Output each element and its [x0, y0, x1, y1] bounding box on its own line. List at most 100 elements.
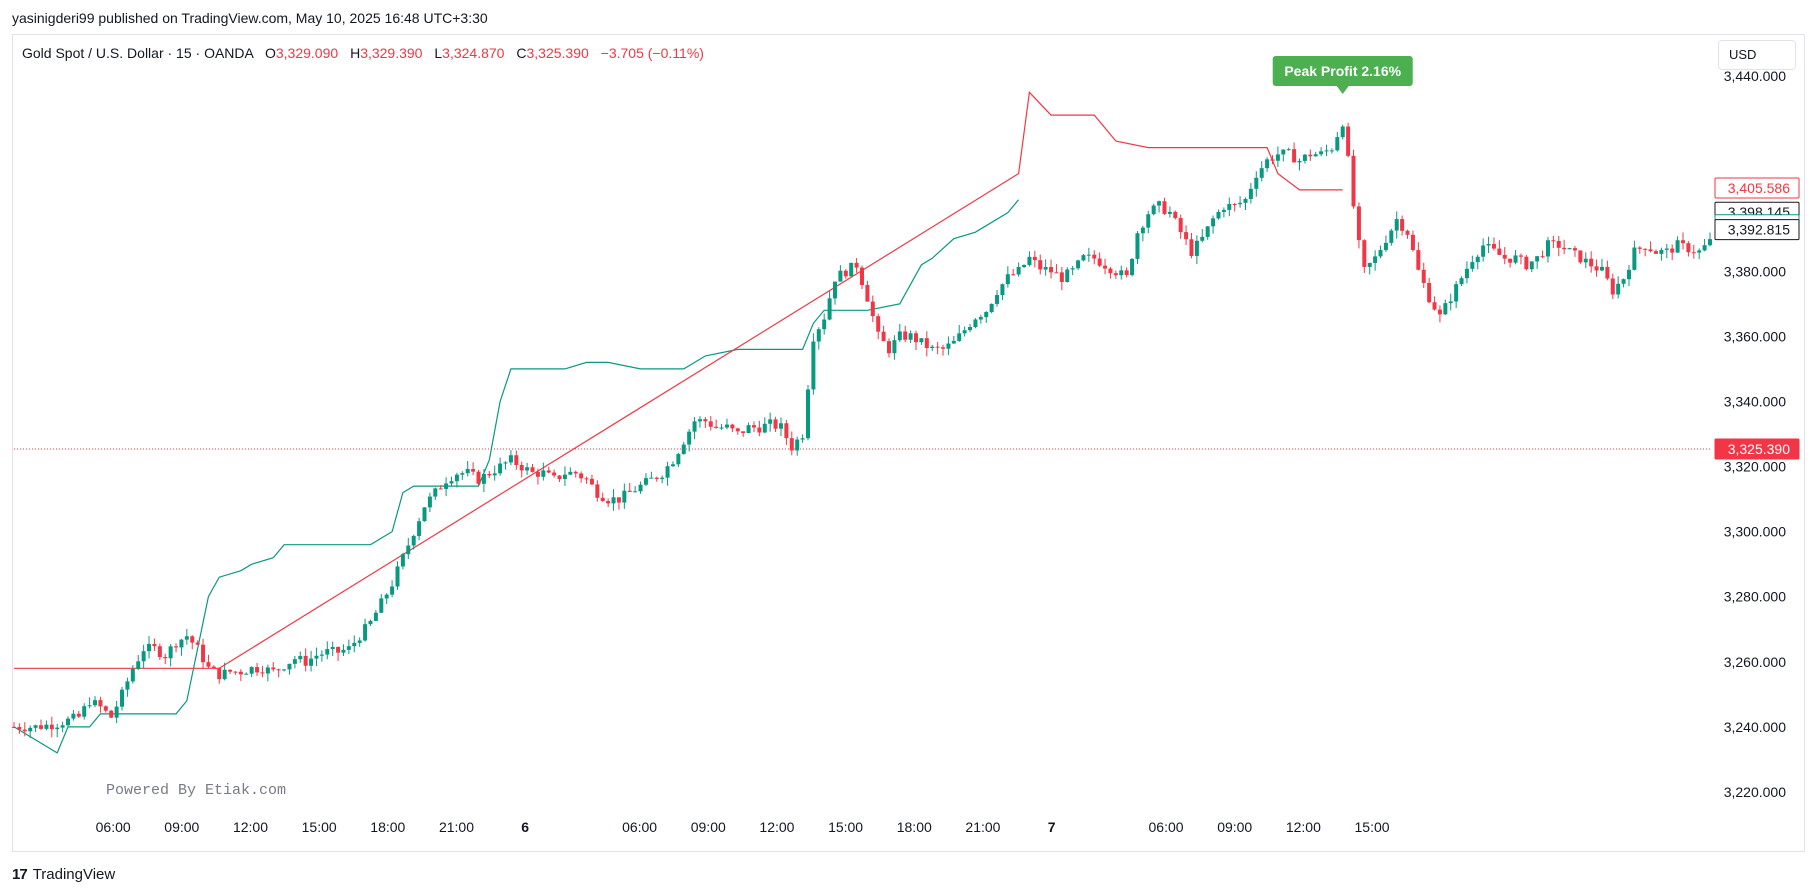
- candle-body: [989, 303, 994, 312]
- candle-body: [114, 706, 119, 718]
- candle-body: [471, 469, 476, 472]
- candle-body: [1416, 250, 1421, 270]
- candle-body: [1497, 248, 1502, 255]
- candle-body: [670, 464, 675, 467]
- candle-body: [1335, 137, 1340, 151]
- candle-body: [1022, 264, 1027, 268]
- candle-body: [1232, 204, 1237, 206]
- candle-body: [1540, 256, 1545, 258]
- candle-body: [1524, 256, 1529, 270]
- tradingview-logo-icon[interactable]: 17: [12, 866, 28, 883]
- candle-body: [1508, 258, 1513, 263]
- candle-body: [130, 668, 135, 682]
- candle-body: [1081, 255, 1086, 261]
- candle-body: [930, 346, 935, 349]
- candle-body: [1265, 159, 1270, 169]
- candle-body: [735, 428, 740, 432]
- candle-body: [1308, 154, 1313, 157]
- candle-body: [136, 661, 141, 669]
- candle-body: [109, 710, 114, 718]
- candle-body: [519, 465, 524, 471]
- candle-body: [22, 729, 27, 732]
- candle-body: [1481, 245, 1486, 257]
- x-tick-label: 18:00: [897, 819, 932, 835]
- candle-body: [703, 419, 708, 422]
- candle-body: [822, 319, 827, 330]
- candle-body: [757, 427, 762, 433]
- candle-body: [1302, 154, 1307, 161]
- candle-body: [1119, 270, 1124, 276]
- candle-body: [1400, 219, 1405, 231]
- candle-body: [1113, 273, 1118, 276]
- candle-body: [1626, 269, 1631, 280]
- candle-body: [881, 331, 886, 342]
- price-axis[interactable]: 3,220.000 3,240.000 3,260.000 3,280.000 3,30…: [1724, 68, 1786, 800]
- candle-body: [595, 484, 600, 498]
- candle-body: [1270, 159, 1275, 161]
- candle-body: [1394, 219, 1399, 231]
- candle-body: [805, 389, 810, 439]
- symbol-name[interactable]: Gold Spot / U.S. Dollar · 15 · OANDA: [22, 45, 254, 61]
- price-label: 3,405.586: [1728, 180, 1790, 196]
- candle-body: [1140, 227, 1145, 234]
- time-axis[interactable]: 06:00 09:00 12:00 15:00 18:00 21:00 6 06:00 09:0…: [96, 819, 1390, 835]
- candle-body: [1556, 240, 1561, 248]
- chart-frame[interactable]: [12, 34, 1805, 852]
- y-tick-label: 3,240.000: [1724, 719, 1786, 735]
- x-tick-label: 15:00: [302, 819, 337, 835]
- candle-body: [1583, 258, 1588, 263]
- candle-body: [546, 470, 551, 473]
- candle-body: [649, 477, 654, 479]
- candle-body: [1427, 282, 1432, 303]
- candle-body: [768, 419, 773, 424]
- candle-body: [249, 667, 254, 674]
- candle-body: [406, 545, 411, 555]
- price-label: 3,325.390: [1728, 441, 1790, 457]
- candle-body: [195, 642, 200, 645]
- candle-body: [1292, 149, 1297, 163]
- candle-body: [1086, 254, 1091, 256]
- candle-body: [125, 681, 130, 690]
- candle-body: [444, 483, 449, 489]
- candle-body: [1049, 267, 1054, 273]
- peak-label-pointer: [1336, 86, 1349, 95]
- candle-body: [746, 425, 751, 433]
- candle-body: [201, 644, 206, 663]
- candle-body: [217, 668, 222, 680]
- candle-body: [1038, 260, 1043, 270]
- candle-body: [789, 438, 794, 451]
- candle-body: [681, 444, 686, 454]
- candle-body: [503, 462, 508, 464]
- tradingview-brand[interactable]: TradingView: [32, 866, 116, 883]
- watermark-text: Powered By Etiak.com: [106, 782, 286, 799]
- candle-body: [616, 497, 621, 503]
- candle-body: [298, 655, 303, 660]
- candle-body: [1664, 248, 1669, 250]
- candle-body: [1254, 177, 1259, 189]
- candle-body: [962, 330, 967, 334]
- candle-body: [87, 705, 92, 707]
- x-tick-label: 15:00: [828, 819, 863, 835]
- candle-body: [411, 535, 416, 546]
- candle-body: [1448, 301, 1453, 304]
- candle-body: [525, 467, 530, 471]
- candle-body: [373, 612, 378, 621]
- currency-button[interactable]: USD: [1718, 40, 1796, 70]
- resistance-line: [14, 90, 1343, 669]
- price-label-box: [1714, 219, 1800, 241]
- candle-body: [1097, 258, 1102, 266]
- x-tick-label: 7: [1048, 819, 1056, 835]
- candle-body: [897, 331, 902, 341]
- candle-body: [697, 419, 702, 422]
- candle-body: [638, 484, 643, 492]
- candle-body: [341, 649, 346, 653]
- candle-body: [276, 669, 281, 671]
- candle-body: [157, 646, 162, 658]
- candle-body: [1281, 149, 1286, 155]
- candle-body: [849, 262, 854, 277]
- candle-body: [1459, 278, 1464, 285]
- candle-body: [1410, 234, 1415, 251]
- candle-body: [535, 471, 540, 477]
- candle-body: [238, 671, 243, 675]
